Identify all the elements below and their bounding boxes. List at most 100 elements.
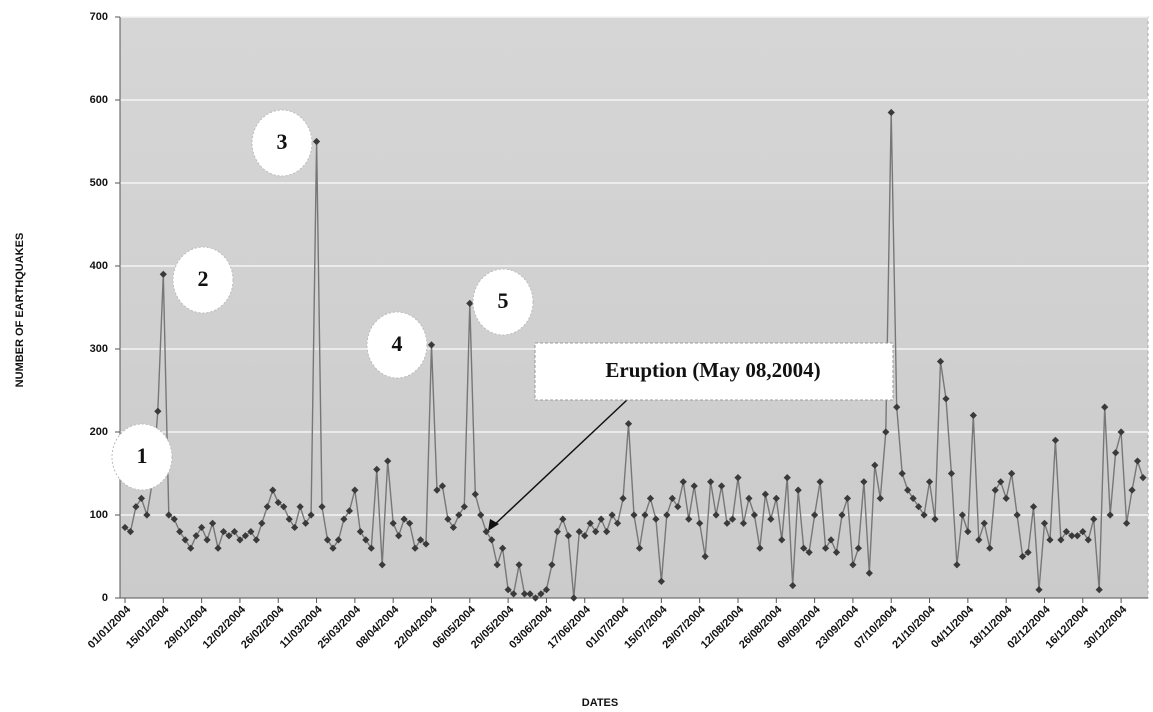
data-point [701, 552, 709, 561]
data-point [296, 503, 304, 511]
annotation-bubble [172, 246, 234, 314]
data-point [1046, 536, 1054, 544]
data-point [728, 515, 737, 523]
annotation-box [534, 342, 894, 401]
data-point [285, 515, 293, 523]
data-point [438, 482, 447, 490]
data-point [931, 515, 939, 523]
data-point [263, 503, 271, 511]
data-point [247, 528, 255, 536]
annotation-label: 3 [277, 129, 288, 154]
data-point [345, 507, 353, 515]
data-point [832, 548, 841, 556]
data-point [542, 586, 551, 594]
data-point [958, 511, 966, 519]
data-point [871, 461, 879, 469]
data-point [920, 511, 928, 519]
data-point [575, 528, 583, 536]
y-tick-label: 200 [90, 426, 108, 438]
data-point [865, 569, 873, 577]
data-point [192, 532, 200, 540]
data-point [586, 519, 594, 527]
data-point [1128, 486, 1136, 494]
data-point [904, 486, 912, 494]
data-point [389, 519, 397, 527]
data-point [1035, 586, 1043, 594]
data-point [997, 478, 1005, 486]
data-point [887, 108, 895, 117]
data-point [214, 544, 222, 552]
data-point [772, 494, 780, 502]
data-point [203, 536, 211, 544]
data-point [126, 528, 135, 536]
data-point [915, 503, 923, 511]
y-tick-label: 300 [90, 343, 108, 355]
y-tick-label: 0 [102, 592, 108, 604]
data-point [176, 528, 184, 536]
data-point [504, 586, 512, 594]
data-point [422, 540, 430, 548]
data-point [991, 486, 999, 494]
data-point [433, 486, 441, 494]
data-point [652, 515, 660, 523]
data-point [137, 494, 146, 502]
data-point [767, 515, 775, 523]
data-point [854, 544, 862, 552]
data-point [323, 536, 332, 544]
annotation-bubble [472, 268, 534, 336]
data-point [925, 478, 934, 486]
data-point [1112, 449, 1120, 457]
data-point [696, 519, 704, 527]
data-point [1068, 532, 1076, 540]
data-point [712, 511, 720, 519]
data-point [1122, 519, 1131, 527]
data-point [1057, 536, 1065, 544]
data-point [499, 544, 507, 552]
data-point [882, 428, 890, 436]
data-point [1084, 536, 1092, 544]
data-point [811, 511, 819, 519]
data-point [843, 494, 852, 502]
data-point [384, 457, 392, 465]
data-point [548, 561, 556, 569]
data-point [537, 590, 545, 598]
y-tick-label: 600 [90, 94, 108, 106]
data-point [444, 515, 452, 523]
data-point [241, 532, 250, 540]
data-point [564, 532, 572, 540]
data-point [592, 528, 600, 536]
data-point [635, 544, 644, 552]
data-point [608, 511, 616, 519]
annotation-label: 1 [137, 443, 148, 468]
data-point [980, 519, 988, 527]
annotation-label: 4 [392, 331, 403, 356]
data-point [553, 528, 561, 536]
data-point [613, 519, 622, 527]
data-point [1013, 511, 1021, 519]
annotation-label: 2 [198, 266, 209, 291]
annotation-bubble [251, 109, 313, 177]
data-point [329, 544, 337, 552]
data-point [1008, 469, 1016, 478]
y-tick-label: 700 [90, 11, 108, 23]
annotation-label: 5 [498, 288, 509, 313]
data-point [181, 536, 189, 544]
data-point [493, 561, 501, 569]
data-point [466, 299, 474, 307]
data-point [942, 395, 950, 403]
data-point [455, 511, 463, 519]
data-point [1095, 586, 1103, 594]
data-point [187, 544, 195, 552]
data-point [838, 511, 846, 519]
data-point [509, 590, 518, 598]
data-point [274, 498, 282, 507]
data-point [816, 478, 824, 486]
data-point [312, 137, 321, 146]
data-point [132, 503, 140, 511]
data-point [723, 519, 731, 527]
data-point [559, 515, 567, 523]
data-point [750, 511, 759, 519]
data-point [362, 536, 370, 544]
y-axis-title: NUMBER OF EARTHQUAKES [14, 233, 26, 388]
data-point [121, 523, 129, 532]
